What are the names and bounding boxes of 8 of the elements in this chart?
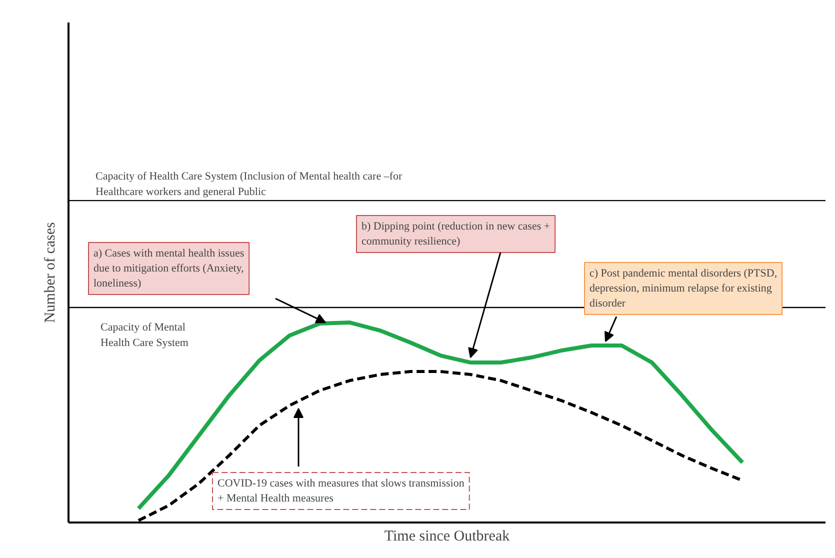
y-axis-title: Number of cases [42,222,58,323]
ref-line-label: Capacity of Mental Health Care System [100,322,189,350]
text: c) Post pandemic mental disorders (PTSD, depression, minimum relapse for existing disorder [590,268,778,310]
ref-line-label: Capacity of Health Care System (Inclusion of Mental health care –for Healthcare workers and general Public [96,170,403,198]
annotation: COVID-19 cases with measures that slows transmission + Mental Health measures [218,478,465,505]
x-axis-title: Time since Outbreak [384,528,510,544]
text: b) Dipping point (reduction in new cases + community resilience) [362,220,550,248]
text: a) Cases with mental health issues due to mitigation efforts (Anxiety, loneliness) [94,248,244,290]
